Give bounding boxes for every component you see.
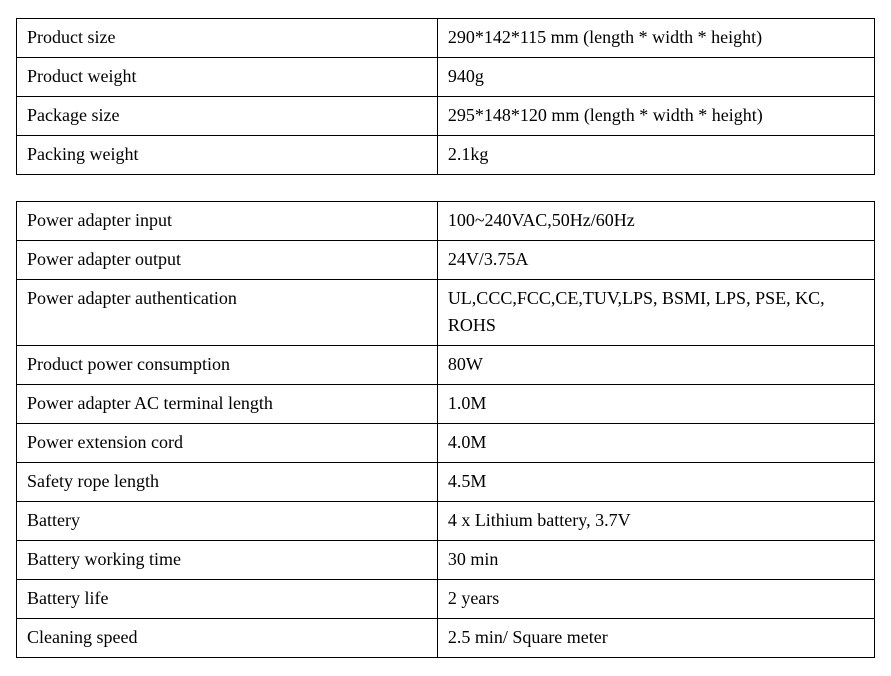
spec-label: Power adapter AC terminal length (17, 385, 438, 424)
table-row: Battery 4 x Lithium battery, 3.7V (17, 502, 875, 541)
spec-label: Product size (17, 19, 438, 58)
spec-value: 2 years (437, 580, 874, 619)
spec-label: Power adapter input (17, 202, 438, 241)
spec-value: 4.0M (437, 424, 874, 463)
table-row: Power adapter input 100~240VAC,50Hz/60Hz (17, 202, 875, 241)
spec-label: Battery life (17, 580, 438, 619)
spec-label: Cleaning speed (17, 619, 438, 658)
table-row: Battery life 2 years (17, 580, 875, 619)
spec-label: Power extension cord (17, 424, 438, 463)
spec-label: Package size (17, 97, 438, 136)
spec-label: Product power consumption (17, 346, 438, 385)
table-row: Packing weight 2.1kg (17, 136, 875, 175)
spec-value: 290*142*115 mm (length * width * height) (437, 19, 874, 58)
spec-value: 2.5 min/ Square meter (437, 619, 874, 658)
spec-value: 295*148*120 mm (length * width * height) (437, 97, 874, 136)
spec-value: 2.1kg (437, 136, 874, 175)
spec-value: 24V/3.75A (437, 241, 874, 280)
table-row: Power adapter authentication UL,CCC,FCC,… (17, 280, 875, 346)
product-dimensions-table: Product size 290*142*115 mm (length * wi… (16, 18, 875, 175)
power-specs-table: Power adapter input 100~240VAC,50Hz/60Hz… (16, 201, 875, 658)
spec-label: Power adapter output (17, 241, 438, 280)
table-row: Power adapter output 24V/3.75A (17, 241, 875, 280)
spec-label: Battery working time (17, 541, 438, 580)
table-row: Safety rope length 4.5M (17, 463, 875, 502)
table-row: Product weight 940g (17, 58, 875, 97)
spec-label: Product weight (17, 58, 438, 97)
table-row: Power adapter AC terminal length 1.0M (17, 385, 875, 424)
spec-label: Power adapter authentication (17, 280, 438, 346)
spec-label: Packing weight (17, 136, 438, 175)
table-row: Battery working time 30 min (17, 541, 875, 580)
table-row: Package size 295*148*120 mm (length * wi… (17, 97, 875, 136)
spec-value: 4 x Lithium battery, 3.7V (437, 502, 874, 541)
table-row: Product size 290*142*115 mm (length * wi… (17, 19, 875, 58)
spec-value: 100~240VAC,50Hz/60Hz (437, 202, 874, 241)
spec-label: Battery (17, 502, 438, 541)
table-row: Product power consumption 80W (17, 346, 875, 385)
spec-value: UL,CCC,FCC,CE,TUV,LPS, BSMI, LPS, PSE, K… (437, 280, 874, 346)
table-row: Cleaning speed 2.5 min/ Square meter (17, 619, 875, 658)
spec-label: Safety rope length (17, 463, 438, 502)
spec-value: 4.5M (437, 463, 874, 502)
spec-value: 1.0M (437, 385, 874, 424)
table-row: Power extension cord 4.0M (17, 424, 875, 463)
spec-value: 30 min (437, 541, 874, 580)
spec-value: 940g (437, 58, 874, 97)
spec-value: 80W (437, 346, 874, 385)
